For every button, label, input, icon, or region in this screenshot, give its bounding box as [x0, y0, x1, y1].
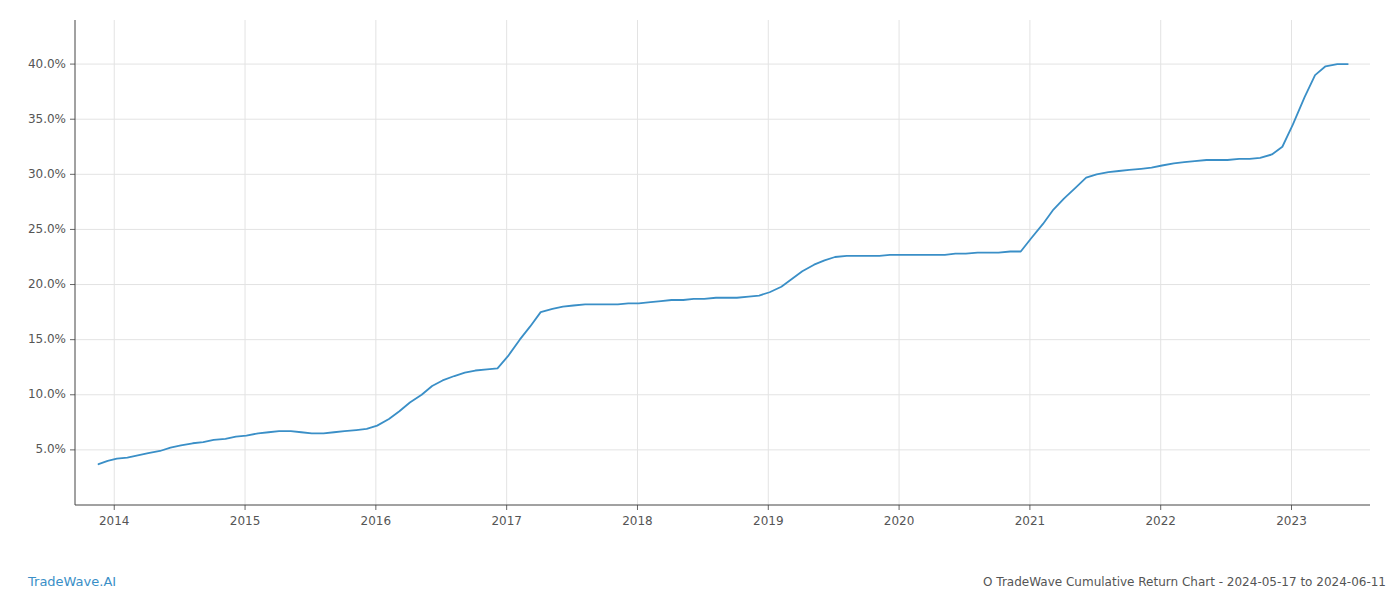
y-tick-label: 25.0%	[28, 222, 66, 236]
y-tick	[70, 394, 75, 395]
x-grid-line	[1160, 20, 1161, 505]
x-grid-line	[1291, 20, 1292, 505]
x-tick	[768, 505, 769, 510]
y-tick-label: 35.0%	[28, 112, 66, 126]
x-tick	[245, 505, 246, 510]
y-tick	[70, 64, 75, 65]
x-tick-label: 2020	[884, 514, 915, 528]
x-grid-line	[899, 20, 900, 505]
y-grid-line	[75, 174, 1370, 175]
y-grid-line	[75, 229, 1370, 230]
axes: 5.0% 10.0% 15.0% 20.0% 25.0% 30.0% 35.0% 40.0% 2…	[28, 20, 1370, 528]
x-tick	[1160, 505, 1161, 510]
y-grid-line	[75, 64, 1370, 65]
y-tick	[70, 284, 75, 285]
y-tick-label: 40.0%	[28, 57, 66, 71]
line	[99, 64, 1348, 464]
y-tick-label: 15.0%	[28, 332, 66, 346]
y-tick-label: 30.0%	[28, 167, 66, 181]
x-grid-line	[506, 20, 507, 505]
x-grid-line	[637, 20, 638, 505]
x-tick	[637, 505, 638, 510]
x-tick	[506, 505, 507, 510]
x-tick-label: 2016	[361, 514, 392, 528]
y-grid-line	[75, 449, 1370, 450]
x-tick-label: 2021	[1015, 514, 1046, 528]
watermark: TradeWave.AI	[27, 574, 116, 589]
x-tick-label: 2023	[1276, 514, 1307, 528]
x-tick	[899, 505, 900, 510]
y-tick	[70, 229, 75, 230]
x-tick-label: 2019	[753, 514, 784, 528]
y-grid-line	[75, 119, 1370, 120]
y-tick-label: 5.0%	[36, 442, 67, 456]
x-grid-line	[1029, 20, 1030, 505]
x-tick-label: 2014	[99, 514, 130, 528]
title: O TradeWave Cumulative Return Chart - 20…	[983, 575, 1386, 589]
grid	[75, 20, 1370, 505]
x-tick-label: 2017	[491, 514, 522, 528]
x-tick	[375, 505, 376, 510]
y-tick-label: 10.0%	[28, 387, 66, 401]
plot-area	[99, 64, 1348, 464]
y-grid-line	[75, 284, 1370, 285]
x-axis-line	[75, 505, 1370, 506]
x-tick	[114, 505, 115, 510]
x-tick-label: 2018	[622, 514, 653, 528]
chart: 5.0% 10.0% 15.0% 20.0% 25.0% 30.0% 35.0% 40.0% 2…	[0, 0, 1400, 600]
x-tick-label: 2022	[1145, 514, 1176, 528]
y-tick-label: 20.0%	[28, 277, 66, 291]
x-grid-line	[768, 20, 769, 505]
y-axis-line	[75, 20, 76, 505]
y-tick	[70, 119, 75, 120]
x-grid-line	[245, 20, 246, 505]
y-tick	[70, 174, 75, 175]
y-tick	[70, 449, 75, 450]
x-tick	[1029, 505, 1030, 510]
y-grid-line	[75, 339, 1370, 340]
y-grid-line	[75, 394, 1370, 395]
x-tick-label: 2015	[230, 514, 261, 528]
y-tick	[70, 339, 75, 340]
x-grid-line	[114, 20, 115, 505]
x-tick	[1291, 505, 1292, 510]
x-grid-line	[375, 20, 376, 505]
